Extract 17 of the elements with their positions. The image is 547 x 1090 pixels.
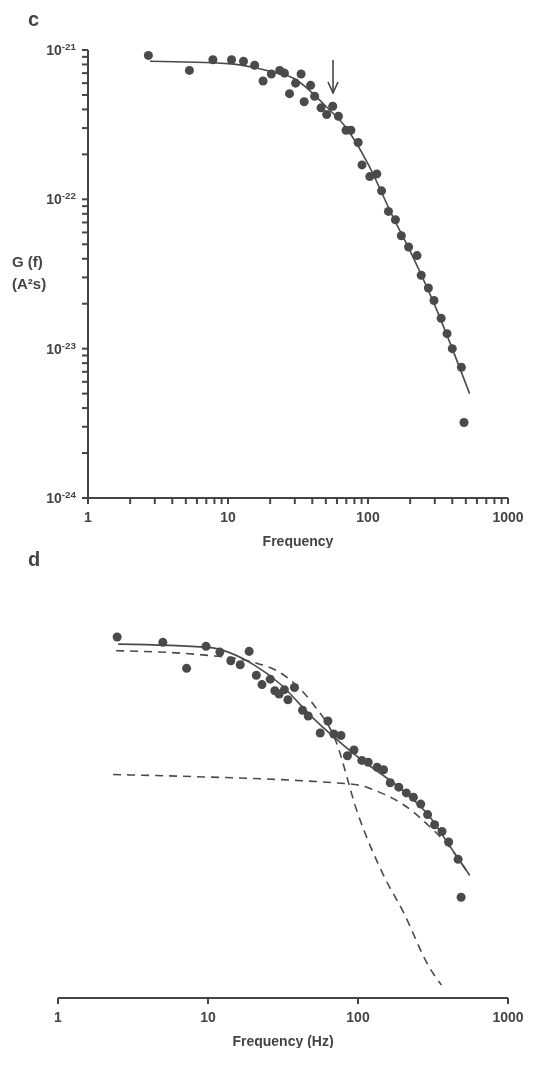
x-tick-label: 10 <box>220 509 236 525</box>
y-axis-title: G (f) (A²s) <box>12 252 48 294</box>
chart-title: c <box>28 8 40 31</box>
x-axis-title: Frequency (Hz) <box>232 1033 334 1049</box>
x-tick-label: 1 <box>84 509 93 525</box>
x-tick-label: 100 <box>346 1009 370 1025</box>
x-tick-label: 1000 <box>492 1009 524 1025</box>
y-tick-label: 10$^{-21}$ <box>46 40 77 58</box>
y-tick-label: 10$^{-24}$ <box>46 488 77 506</box>
y-tick-label: 10$^{-22}$ <box>46 189 77 208</box>
y-tick-label: 10$^{-23}$ <box>46 339 77 357</box>
x-tick-label: 100 <box>356 509 380 525</box>
x-axis-title: Frequency <box>262 533 334 549</box>
x-tick-label: 1 <box>54 1009 63 1025</box>
x-tick-label: 10 <box>200 1009 216 1025</box>
chart-title: d <box>28 548 41 571</box>
x-tick-label: 1000 <box>492 509 524 525</box>
